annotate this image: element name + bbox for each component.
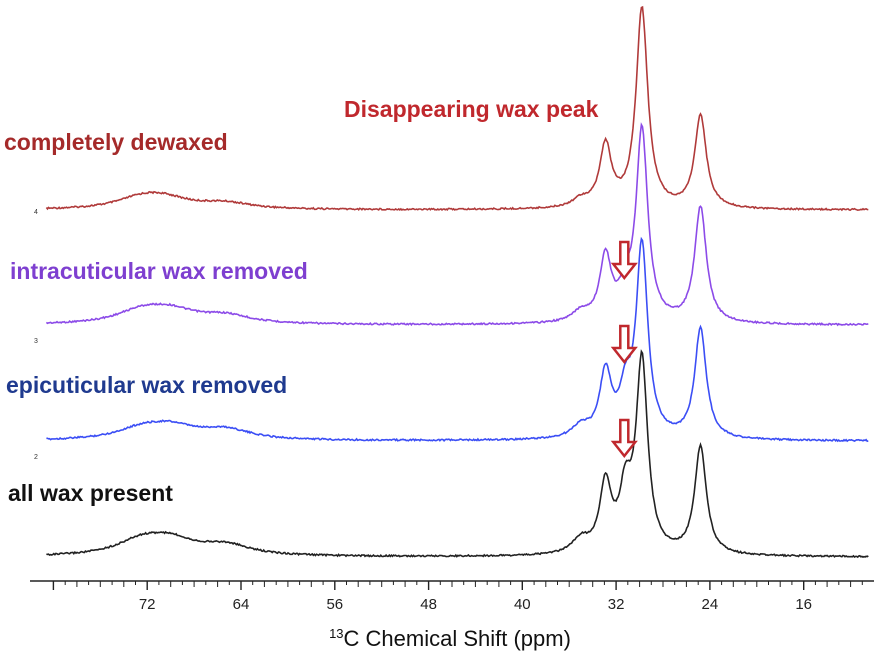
x-tick-label: 72: [139, 596, 156, 613]
label-all-wax-present: all wax present: [8, 480, 173, 506]
annotation-disappearing-wax-peak: Disappearing wax peak: [344, 96, 599, 122]
spectrum-trace-all-wax-present: [46, 349, 869, 559]
x-axis-title: 13C Chemical Shift (ppm): [329, 626, 571, 651]
label-epicuticular-wax-removed: epicuticular wax removed: [6, 372, 287, 398]
label-completely-dewaxed: completely dewaxed: [4, 129, 228, 155]
x-tick-label: 24: [702, 596, 719, 613]
label-intracuticular-wax-removed: intracuticular wax removed: [10, 258, 308, 284]
x-tick-label: 64: [233, 596, 250, 613]
down-arrow-icon: [610, 418, 638, 459]
disappearing-peak-arrows: [610, 240, 638, 459]
x-tick-label: 56: [326, 596, 343, 613]
x-tick-label: 32: [608, 596, 625, 613]
spectra-traces: [45, 5, 869, 559]
spectrum-trace-intracuticular-wax-removed: [45, 122, 869, 327]
trace-index-2: 2: [34, 454, 38, 461]
x-tick-label: 48: [420, 596, 437, 613]
x-tick-label: 16: [795, 596, 812, 613]
x-tick-label: 40: [514, 596, 531, 613]
spectrum-trace-epicuticular-wax-removed: [46, 236, 869, 443]
down-arrow-icon: [610, 240, 638, 281]
down-arrow-icon: [610, 324, 638, 365]
x-axis-title-superscript: 13: [329, 626, 343, 641]
x-axis: 72 64 56 48 40 32 24 16: [30, 580, 874, 613]
spectrum-trace-completely-dewaxed: [45, 5, 869, 212]
trace-index-3: 3: [34, 338, 38, 345]
trace-index-4: 4: [34, 209, 38, 216]
x-axis-title-text: C Chemical Shift (ppm): [344, 626, 571, 651]
